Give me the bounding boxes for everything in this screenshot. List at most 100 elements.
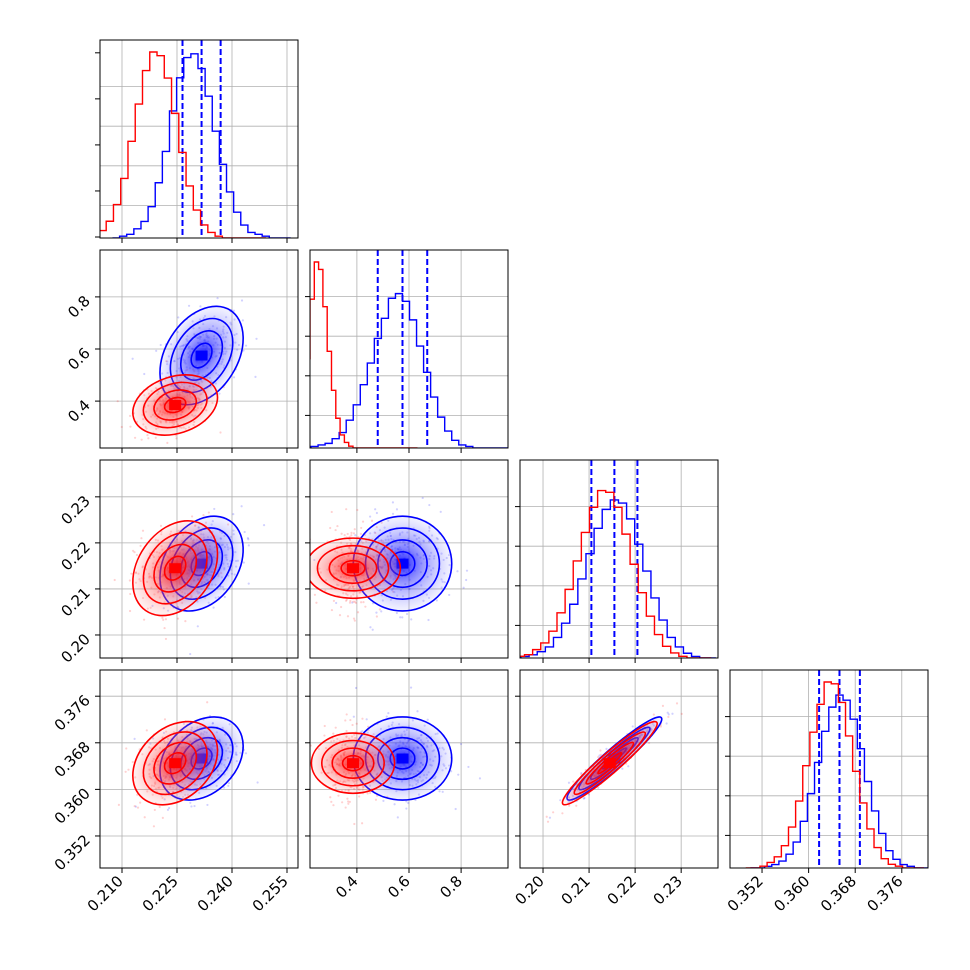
histogram-series-0 <box>112 53 291 238</box>
scatter-point <box>240 505 243 508</box>
scatter-point <box>648 741 651 745</box>
contour-level-0 <box>163 555 187 581</box>
x-tick-label: 0.360 <box>770 872 813 915</box>
scatter-point <box>352 715 355 718</box>
scatter-point <box>133 550 136 554</box>
scatter-point <box>247 582 250 585</box>
scatter-point <box>667 713 670 716</box>
scatter-point <box>190 515 194 518</box>
scatter-point <box>428 503 431 507</box>
contour-level-2 <box>142 381 208 429</box>
scatter-point <box>337 794 340 797</box>
scatter-point <box>255 337 258 340</box>
contour-level-2 <box>573 731 647 796</box>
scatter-point <box>346 615 350 618</box>
scatter-point <box>139 801 142 804</box>
scatter-point <box>361 520 365 523</box>
scatter-point <box>465 578 468 582</box>
scatter-point <box>213 507 216 511</box>
scatter-point <box>370 519 374 522</box>
scatter-point <box>159 343 162 347</box>
scatter-point <box>334 726 337 729</box>
scatter-point <box>313 593 317 596</box>
scatter-point <box>218 392 221 395</box>
scatter-point <box>244 344 248 347</box>
scatter-point <box>356 508 359 512</box>
scatter-point <box>155 349 158 352</box>
scatter-point <box>242 561 245 564</box>
scatter-point <box>361 730 364 733</box>
scatter-point <box>154 436 157 439</box>
contour-level-0 <box>190 342 213 369</box>
scatter-point <box>559 799 562 802</box>
scatter-point <box>375 511 378 515</box>
scatter-point <box>345 713 348 716</box>
scatter-point <box>140 537 143 540</box>
scatter-point <box>351 601 354 604</box>
scatter-point <box>599 753 602 756</box>
scatter-point <box>374 798 378 801</box>
density-peak-series-1 <box>346 758 359 769</box>
scatter-point <box>561 812 564 815</box>
scatter-point <box>332 804 335 807</box>
scatter-point <box>227 784 230 787</box>
scatter-point <box>365 718 368 721</box>
scatter-point <box>163 626 166 630</box>
scatter-point <box>128 414 132 417</box>
histogram-series-0 <box>750 694 928 868</box>
scatter-point <box>344 719 347 722</box>
scatter-point <box>462 586 465 589</box>
contour-level-0 <box>340 559 366 577</box>
scatter-point <box>168 806 171 810</box>
scatter-point <box>366 792 369 795</box>
scatter-point <box>435 599 438 602</box>
panel-1-1 <box>305 249 509 453</box>
scatter-point <box>347 802 350 805</box>
scatter-point <box>375 615 378 618</box>
scatter-point <box>140 438 143 441</box>
scatter-point <box>240 299 244 302</box>
panel-3-1: 0.4 0.6 0.8 <box>305 669 509 902</box>
panel-frame <box>99 459 299 659</box>
x-tick-label: 0.376 <box>864 872 907 915</box>
scatter-point <box>360 526 363 530</box>
scatter-point <box>382 799 385 802</box>
scatter-point <box>207 511 210 514</box>
contour-level-0 <box>341 754 365 772</box>
scatter-point <box>244 752 248 755</box>
scatter-point <box>401 616 404 619</box>
scatter-point <box>459 742 463 746</box>
scatter-point <box>575 804 578 807</box>
scatter-point <box>369 791 372 795</box>
scatter-point <box>680 712 683 715</box>
density-peak-series-0 <box>195 350 208 361</box>
scatter-point <box>256 781 259 784</box>
scatter-point <box>241 319 244 322</box>
contour-level-3 <box>132 520 219 617</box>
scatter-point <box>407 801 410 805</box>
scatter-point <box>227 781 231 785</box>
panel-1-0: 0.4 0.6 0.8 <box>64 249 299 453</box>
histogram-series-1 <box>310 261 418 448</box>
scatter-point <box>116 400 119 403</box>
scatter-point <box>395 611 398 615</box>
scatter-point <box>334 528 337 532</box>
scatter-point <box>456 570 459 573</box>
scatter-point <box>199 305 202 308</box>
scatter-point <box>567 781 571 784</box>
scatter-point <box>348 800 351 803</box>
scatter-point <box>359 532 363 535</box>
scatter-point <box>665 722 668 725</box>
scatter-point <box>675 702 679 705</box>
scatter-point <box>457 773 460 776</box>
scatter-point <box>196 625 199 628</box>
scatter-point <box>343 533 346 537</box>
scatter-point <box>427 618 430 622</box>
scatter-point <box>329 526 332 530</box>
scatter-point <box>133 804 136 808</box>
x-tick-label: 0.21 <box>558 872 594 908</box>
scatter-point <box>190 805 193 808</box>
scatter-point <box>206 701 209 704</box>
scatter-point <box>448 593 451 597</box>
